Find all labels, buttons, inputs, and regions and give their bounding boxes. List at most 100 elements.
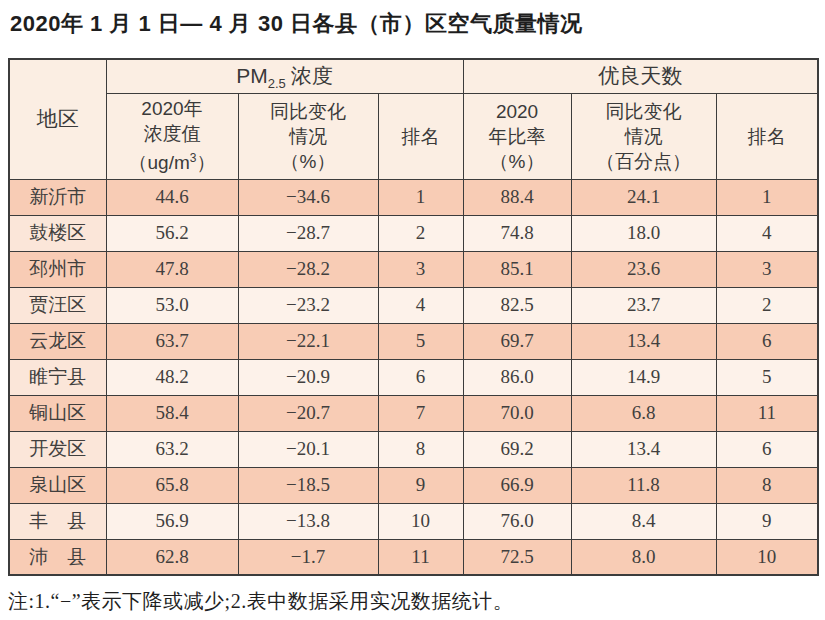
table-row: 新沂市 44.6 −34.6 1 88.4 24.1 1 [9, 179, 818, 215]
ratio-cell: 72.5 [463, 539, 571, 575]
table-row: 云龙区 63.7 −22.1 5 69.7 13.4 6 [9, 323, 818, 359]
ratio-change-cell: 23.7 [571, 287, 716, 323]
pm-value-header: 2020年 浓度值 （ug/m3） [106, 93, 238, 179]
table-body: 新沂市 44.6 −34.6 1 88.4 24.1 1 鼓楼区 56.2 −2… [9, 179, 818, 575]
ratio-header-line1: 2020 [464, 99, 571, 124]
table-row: 睢宁县 48.2 −20.9 6 86.0 14.9 5 [9, 359, 818, 395]
ratio-rank-cell: 1 [716, 179, 818, 215]
ratio-rank-cell: 9 [716, 503, 818, 539]
ratio-cell: 69.2 [463, 431, 571, 467]
table-header: 地区 PM2.5浓度 优良天数 2020年 浓度值 （ug/m3） 同比变化 情… [9, 59, 818, 179]
table-row: 丰 县 56.9 −13.8 10 76.0 8.4 9 [9, 503, 818, 539]
ratio-change-cell: 23.6 [571, 251, 716, 287]
pm-value-cell: 63.7 [106, 323, 238, 359]
ratio-header-line2: 年比率 [464, 124, 571, 149]
ratio-rank-cell: 6 [716, 323, 818, 359]
ratio-change-header-line1: 同比变化 [572, 99, 716, 124]
ratio-rank-header: 排名 [716, 93, 818, 179]
pm-value-header-line3: （ug/m3） [107, 146, 238, 175]
ratio-rank-cell: 11 [716, 395, 818, 431]
ratio-cell: 66.9 [463, 467, 571, 503]
pm-value-cell: 47.8 [106, 251, 238, 287]
ratio-rank-cell: 6 [716, 431, 818, 467]
table-row: 沛 县 62.8 −1.7 11 72.5 8.0 10 [9, 539, 818, 575]
unit-suffix: ） [196, 153, 215, 174]
ratio-cell: 69.7 [463, 323, 571, 359]
region-cell: 丰 县 [9, 503, 106, 539]
pm-value-cell: 48.2 [106, 359, 238, 395]
ratio-rank-cell: 10 [716, 539, 818, 575]
pm-rank-cell: 10 [378, 503, 463, 539]
region-cell: 新沂市 [9, 179, 106, 215]
ratio-rank-cell: 2 [716, 287, 818, 323]
ratio-cell: 82.5 [463, 287, 571, 323]
pm-value-cell: 44.6 [106, 179, 238, 215]
ratio-cell: 88.4 [463, 179, 571, 215]
ratio-cell: 76.0 [463, 503, 571, 539]
pm-value-cell: 58.4 [106, 395, 238, 431]
pm25-label-prefix: PM [236, 64, 268, 87]
page-title: 2020年 1 月 1 日— 4 月 30 日各县（市）区空气质量情况 [10, 9, 583, 39]
pm-change-header-line1: 同比变化 [239, 99, 378, 124]
pm-value-header-line2: 浓度值 [107, 121, 238, 146]
region-cell: 铜山区 [9, 395, 106, 431]
region-cell: 云龙区 [9, 323, 106, 359]
pm-change-cell: −20.1 [238, 431, 378, 467]
region-cell: 睢宁县 [9, 359, 106, 395]
region-cell: 泉山区 [9, 467, 106, 503]
ratio-change-cell: 11.8 [571, 467, 716, 503]
pm-rank-cell: 6 [378, 359, 463, 395]
table-row: 鼓楼区 56.2 −28.7 2 74.8 18.0 4 [9, 215, 818, 251]
pm-value-cell: 62.8 [106, 539, 238, 575]
pm-value-header-line1: 2020年 [107, 96, 238, 121]
ratio-cell: 86.0 [463, 359, 571, 395]
pm25-group-header: PM2.5浓度 [106, 59, 463, 93]
pm-rank-cell: 2 [378, 215, 463, 251]
pm-change-cell: −28.2 [238, 251, 378, 287]
pm-rank-header: 排名 [378, 93, 463, 179]
pm-value-cell: 53.0 [106, 287, 238, 323]
ratio-header: 2020 年比率 （%） [463, 93, 571, 179]
ratio-header-line3: （%） [464, 149, 571, 174]
pm-change-cell: −28.7 [238, 215, 378, 251]
region-cell: 贾汪区 [9, 287, 106, 323]
pm-rank-cell: 5 [378, 323, 463, 359]
table-row: 泉山区 65.8 −18.5 9 66.9 11.8 8 [9, 467, 818, 503]
ratio-rank-cell: 8 [716, 467, 818, 503]
table-row: 铜山区 58.4 −20.7 7 70.0 6.8 11 [9, 395, 818, 431]
pm-value-cell: 63.2 [106, 431, 238, 467]
pm-value-cell: 56.2 [106, 215, 238, 251]
pm-rank-cell: 11 [378, 539, 463, 575]
ratio-change-cell: 13.4 [571, 323, 716, 359]
pm-change-header-line3: （%） [239, 149, 378, 174]
region-header-cell: 地区 [9, 59, 106, 179]
good-days-group-header: 优良天数 [463, 59, 818, 93]
pm-rank-cell: 3 [378, 251, 463, 287]
pm-change-cell: −22.1 [238, 323, 378, 359]
ratio-change-header: 同比变化 情况 （百分点） [571, 93, 716, 179]
ratio-change-cell: 8.4 [571, 503, 716, 539]
pm-rank-cell: 1 [378, 179, 463, 215]
region-cell: 开发区 [9, 431, 106, 467]
table-row: 开发区 63.2 −20.1 8 69.2 13.4 6 [9, 431, 818, 467]
unit-prefix: （ug/m [129, 153, 190, 174]
region-cell: 沛 县 [9, 539, 106, 575]
ratio-change-cell: 13.4 [571, 431, 716, 467]
ratio-change-header-line3: （百分点） [572, 149, 716, 174]
pm-change-cell: −20.9 [238, 359, 378, 395]
ratio-change-cell: 8.0 [571, 539, 716, 575]
region-cell: 邳州市 [9, 251, 106, 287]
footnote: 注:1.“−”表示下降或减少;2.表中数据采用实况数据统计。 [8, 588, 513, 615]
region-cell: 鼓楼区 [9, 215, 106, 251]
pm-rank-cell: 4 [378, 287, 463, 323]
ratio-rank-cell: 3 [716, 251, 818, 287]
pm-value-cell: 56.9 [106, 503, 238, 539]
ratio-change-cell: 14.9 [571, 359, 716, 395]
ratio-rank-cell: 4 [716, 215, 818, 251]
pm-change-cell: −23.2 [238, 287, 378, 323]
pm-change-cell: −34.6 [238, 179, 378, 215]
pm-change-header: 同比变化 情况 （%） [238, 93, 378, 179]
pm-change-cell: −1.7 [238, 539, 378, 575]
ratio-change-cell: 24.1 [571, 179, 716, 215]
ratio-cell: 74.8 [463, 215, 571, 251]
